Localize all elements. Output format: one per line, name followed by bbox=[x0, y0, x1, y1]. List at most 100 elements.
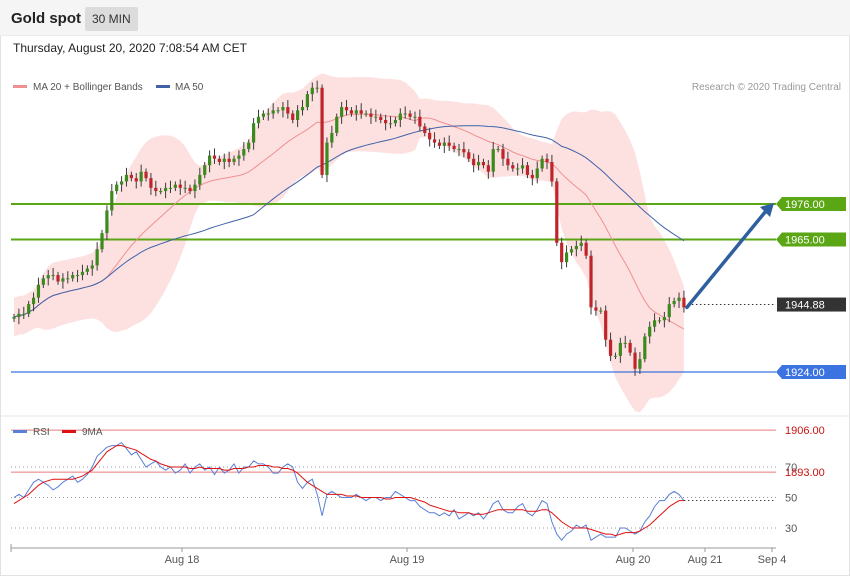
candle-body bbox=[252, 123, 256, 143]
candle-body bbox=[604, 310, 608, 340]
support-label: 1906.00 bbox=[785, 425, 825, 437]
candle-body bbox=[110, 191, 114, 211]
candle-body bbox=[310, 87, 314, 95]
candle-body bbox=[643, 336, 647, 360]
candle-body bbox=[476, 162, 481, 166]
candle-body bbox=[261, 113, 265, 117]
candle-body bbox=[677, 297, 681, 301]
candle-body bbox=[237, 155, 241, 159]
support-label: 1893.00 bbox=[785, 467, 825, 479]
candle-body bbox=[594, 307, 598, 311]
resistance-tag bbox=[776, 197, 846, 211]
candle-body bbox=[105, 210, 109, 234]
candle-body bbox=[46, 275, 50, 279]
time-tick-label: Aug 19 bbox=[390, 554, 425, 566]
candle-body bbox=[447, 142, 451, 146]
time-tick-label: Sep 4 bbox=[758, 554, 787, 566]
candle-body bbox=[569, 249, 574, 253]
rsi-level-label: 70 bbox=[785, 462, 797, 474]
candle-body bbox=[173, 184, 177, 188]
candle-body bbox=[672, 300, 676, 305]
candle-body bbox=[129, 174, 133, 179]
candle-body bbox=[271, 110, 275, 114]
rsi-ma-line bbox=[13, 445, 684, 537]
candle-body bbox=[491, 149, 495, 172]
candle-body bbox=[525, 165, 530, 175]
candle-body bbox=[608, 339, 613, 356]
candle-body bbox=[579, 242, 583, 246]
ma50-legend-swatch bbox=[156, 85, 170, 88]
rsi-layer: 70 50 30 bbox=[11, 441, 797, 541]
forecast-arrow bbox=[685, 209, 768, 310]
candle-body bbox=[481, 162, 486, 166]
candle-body bbox=[242, 149, 246, 156]
candle-body bbox=[408, 113, 412, 117]
candle-body bbox=[638, 359, 642, 369]
candle-body bbox=[168, 187, 173, 189]
candle-body bbox=[27, 304, 31, 314]
top-bar: Gold spot 30 MIN bbox=[0, 0, 850, 36]
candle-body bbox=[139, 171, 143, 182]
ma50-legend-label: MA 50 bbox=[175, 82, 204, 93]
candle-body bbox=[22, 313, 26, 315]
resistance-tag bbox=[776, 232, 846, 247]
timeframe-badge[interactable]: 30 MIN bbox=[85, 7, 138, 31]
candle-body bbox=[212, 155, 217, 159]
candle-body bbox=[418, 116, 422, 127]
candle-body bbox=[296, 110, 300, 120]
candle-body bbox=[613, 355, 618, 357]
ma20-legend-label: MA 20 + Bollinger Bands bbox=[33, 82, 143, 93]
candle-body bbox=[85, 268, 89, 272]
forecast-arrow-head bbox=[760, 203, 774, 217]
candle-body bbox=[56, 275, 60, 282]
price-layer: 1976.00 1965.00 1944.88 1924.00 1906.00 1893.… bbox=[11, 73, 846, 479]
candle-body bbox=[364, 113, 368, 115]
candle-body bbox=[555, 181, 559, 243]
candle-body bbox=[413, 116, 417, 118]
current-price-label: 1944.88 bbox=[785, 300, 825, 312]
candle-body bbox=[398, 113, 402, 120]
rsi-line bbox=[13, 441, 685, 541]
candle-body bbox=[452, 145, 456, 150]
candle-body bbox=[486, 165, 490, 172]
candle-body bbox=[496, 149, 500, 151]
candle-body bbox=[340, 107, 344, 117]
candle-body bbox=[193, 184, 197, 192]
candle-body bbox=[540, 158, 544, 169]
candle-body bbox=[393, 120, 398, 124]
candle-body bbox=[506, 158, 510, 166]
candle-body bbox=[349, 110, 354, 114]
resistance-label: 1976.00 bbox=[785, 199, 825, 211]
research-credit: Research © 2020 Trading Central bbox=[692, 82, 841, 93]
candle-body bbox=[667, 304, 671, 318]
candle-body bbox=[379, 116, 383, 120]
candle-body bbox=[31, 297, 36, 305]
candle-body bbox=[623, 342, 627, 344]
candle-body bbox=[17, 313, 21, 318]
chart-timestamp: Thursday, August 20, 2020 7:08:54 AM CET bbox=[13, 41, 247, 55]
candle-body bbox=[203, 165, 207, 175]
candle-body bbox=[300, 107, 305, 111]
candle-body bbox=[599, 310, 603, 312]
candle-body bbox=[574, 246, 578, 250]
candle-body bbox=[315, 87, 319, 89]
rsi-ma-legend-label: 9MA bbox=[82, 427, 103, 438]
candle-body bbox=[462, 149, 466, 153]
candle-body bbox=[330, 132, 334, 143]
instrument-title: Gold spot bbox=[11, 10, 81, 27]
candle-body bbox=[291, 113, 295, 120]
candle-body bbox=[335, 116, 339, 133]
time-tick-label: Aug 21 bbox=[688, 554, 723, 566]
candle-body bbox=[437, 142, 442, 146]
candle-body bbox=[584, 242, 588, 256]
rsi-level-label: 30 bbox=[785, 523, 797, 535]
candle-body bbox=[501, 149, 505, 159]
candle-body bbox=[227, 158, 231, 162]
candle-body bbox=[652, 320, 657, 327]
candle-body bbox=[149, 178, 153, 188]
candle-body bbox=[633, 352, 637, 369]
support-label: 1924.00 bbox=[785, 367, 825, 379]
candle-body bbox=[208, 155, 212, 166]
candle-body bbox=[359, 110, 363, 114]
